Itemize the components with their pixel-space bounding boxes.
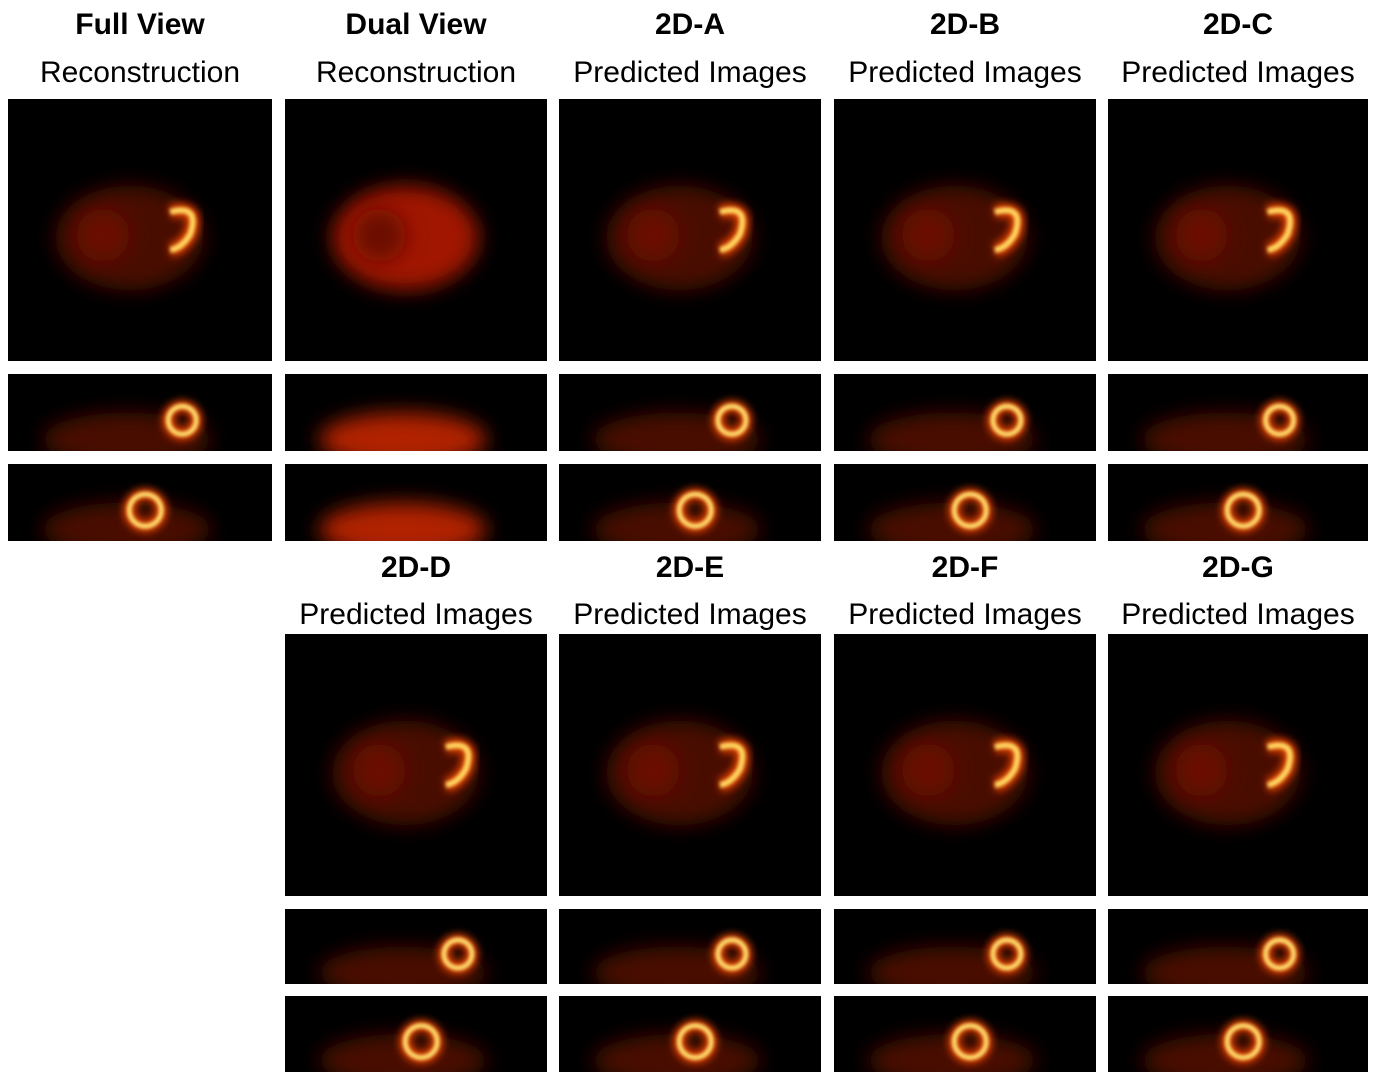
panel-subtitle: Reconstruction (316, 56, 516, 89)
panel-title: 2D-A (655, 8, 725, 41)
panel-title: Full View (75, 8, 205, 41)
body (902, 744, 954, 796)
panel-subtitle: Predicted Images (573, 56, 806, 89)
axial-image (834, 634, 1096, 896)
short-strip (285, 374, 547, 466)
long-strip (1108, 996, 1368, 1072)
short-strip (834, 374, 1096, 466)
panel-title: Dual View (345, 8, 487, 41)
short-strip (559, 909, 821, 999)
panel-subtitle: Predicted Images (573, 598, 806, 631)
long-strip (834, 464, 1096, 556)
panel-subtitle: Predicted Images (1121, 56, 1354, 89)
axial-image (834, 99, 1096, 361)
long-strip (559, 996, 821, 1072)
short-strip (285, 909, 547, 999)
panel-title: 2D-G (1202, 551, 1274, 584)
body (77, 209, 130, 261)
panel-subtitle: Predicted Images (848, 598, 1081, 631)
axial-image (1108, 634, 1368, 896)
body (627, 209, 679, 261)
body (353, 744, 405, 796)
long-strip (834, 996, 1096, 1072)
body (1176, 209, 1228, 261)
body (627, 744, 679, 796)
axial-image (285, 634, 547, 896)
axial-image (8, 99, 272, 361)
long-strip (285, 464, 547, 556)
body (902, 209, 954, 261)
axial-image (559, 634, 821, 896)
short-strip (834, 909, 1096, 999)
short-strip (8, 374, 272, 466)
long-strip (1108, 464, 1368, 556)
panel-subtitle: Reconstruction (40, 56, 240, 89)
panel-title: 2D-E (656, 551, 724, 584)
long-strip (8, 464, 272, 556)
body (1176, 744, 1228, 796)
long-strip (285, 996, 547, 1072)
panel-title: 2D-C (1203, 8, 1273, 41)
short-strip (1108, 374, 1368, 466)
panel-title: 2D-F (932, 551, 999, 584)
panel-title: 2D-D (381, 551, 451, 584)
panel-title: 2D-B (930, 8, 1000, 41)
short-strip (1108, 909, 1368, 999)
axial-image (1108, 99, 1368, 361)
panel-subtitle: Predicted Images (1121, 598, 1354, 631)
axial-image (559, 99, 821, 361)
figure: Full View Reconstruction Dual View Reconstr… (0, 0, 1378, 1072)
panel-subtitle: Predicted Images (848, 56, 1081, 89)
axial-image (285, 99, 547, 361)
long-strip (559, 464, 821, 556)
short-strip (559, 374, 821, 466)
panel-subtitle: Predicted Images (299, 598, 532, 631)
